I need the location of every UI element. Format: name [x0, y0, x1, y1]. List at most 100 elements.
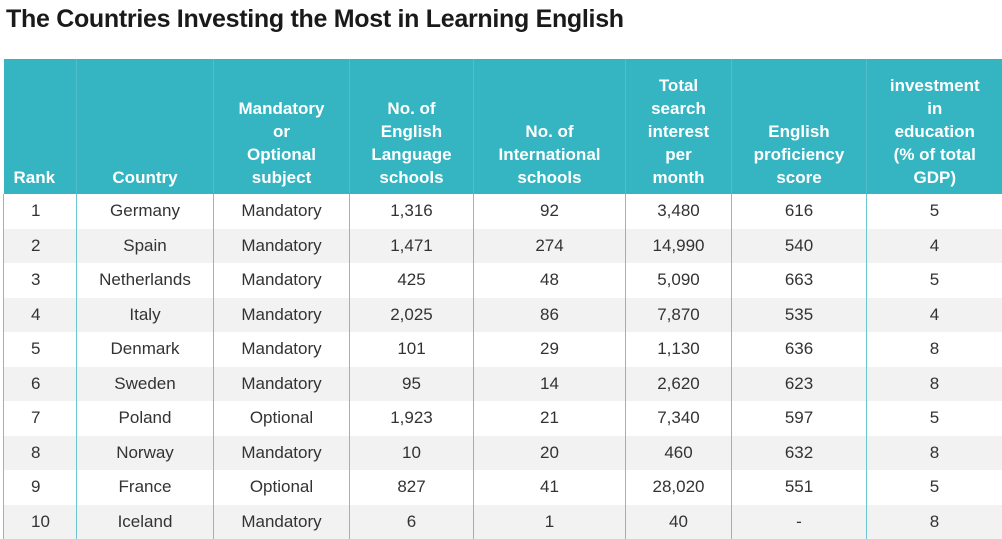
cell-search-interest: 1,130	[625, 332, 732, 367]
header-mandatory-optional-line: Mandatory	[238, 99, 325, 118]
cell-search-interest: 40	[625, 504, 732, 539]
cell-search-interest: 28,020	[625, 470, 732, 505]
cell-international-schools: 92	[473, 194, 626, 229]
cell-proficiency-score: 663	[731, 263, 867, 298]
cell-country: France	[76, 470, 214, 505]
cell-proficiency-score: 551	[731, 470, 867, 505]
header-investment-line: education	[894, 122, 975, 141]
header-proficiency-score-line: English	[768, 122, 830, 141]
cell-investment: 4	[866, 297, 1002, 332]
cell-investment: 5	[866, 194, 1002, 229]
header-english-schools: No. of English Language schools	[349, 59, 474, 194]
cell-rank: 10	[3, 504, 77, 539]
cell-subject-status: Mandatory	[213, 366, 350, 401]
header-english-schools-line: No. of	[387, 99, 436, 118]
table-row: 5 Denmark Mandatory 101 29 1,130 636 8	[3, 332, 1002, 367]
header-international-schools: No. of International schools	[473, 59, 626, 194]
header-mandatory-optional-line: or	[273, 122, 290, 141]
cell-rank: 2	[3, 228, 77, 263]
cell-english-schools: 1,471	[349, 228, 474, 263]
header-english-schools-line: Language	[371, 145, 452, 164]
cell-investment: 8	[866, 435, 1002, 470]
table-row: 2 Spain Mandatory 1,471 274 14,990 540 4	[3, 228, 1002, 263]
header-proficiency-score-line: proficiency	[753, 145, 845, 164]
header-country-line: Country	[112, 168, 178, 187]
cell-english-schools: 95	[349, 366, 474, 401]
header-search-interest: Total search interest per month	[625, 59, 732, 194]
cell-international-schools: 86	[473, 297, 626, 332]
header-international-schools-line: No. of	[525, 122, 574, 141]
cell-international-schools: 1	[473, 504, 626, 539]
header-english-schools-line: English	[380, 122, 443, 141]
cell-country: Sweden	[76, 366, 214, 401]
header-rank: Rank	[3, 59, 77, 194]
header-investment-line: (% of total	[893, 145, 976, 164]
table-row: 6 Sweden Mandatory 95 14 2,620 623 8	[3, 366, 1002, 401]
header-search-interest-line: interest	[647, 122, 710, 141]
cell-international-schools: 41	[473, 470, 626, 505]
header-proficiency-score-line: score	[776, 168, 822, 187]
cell-proficiency-score: 623	[731, 366, 867, 401]
cell-english-schools: 1,923	[349, 401, 474, 436]
cell-rank: 3	[3, 263, 77, 298]
cell-proficiency-score: 616	[731, 194, 867, 229]
cell-rank: 4	[3, 297, 77, 332]
cell-country: Poland	[76, 401, 214, 436]
cell-english-schools: 425	[349, 263, 474, 298]
table-row: 7 Poland Optional 1,923 21 7,340 597 5	[3, 401, 1002, 436]
cell-proficiency-score: 632	[731, 435, 867, 470]
cell-proficiency-score: 597	[731, 401, 867, 436]
table-row: 9 France Optional 827 41 28,020 551 5	[3, 470, 1002, 505]
cell-english-schools: 1,316	[349, 194, 474, 229]
table-body: 1 Germany Mandatory 1,316 92 3,480 616 5 2 Spain M…	[3, 194, 1002, 539]
cell-rank: 7	[3, 401, 77, 436]
cell-investment: 8	[866, 332, 1002, 367]
cell-country: Italy	[76, 297, 214, 332]
cell-international-schools: 14	[473, 366, 626, 401]
cell-subject-status: Mandatory	[213, 504, 350, 539]
cell-subject-status: Mandatory	[213, 228, 350, 263]
table-row: 8 Norway Mandatory 10 20 460 632 8	[3, 435, 1002, 470]
header-search-interest-line: month	[652, 168, 705, 187]
cell-rank: 9	[3, 470, 77, 505]
cell-proficiency-score: -	[731, 504, 867, 539]
cell-country: Germany	[76, 194, 214, 229]
cell-investment: 8	[866, 366, 1002, 401]
cell-subject-status: Mandatory	[213, 263, 350, 298]
header-country: Country	[76, 59, 214, 194]
header-mandatory-optional: Mandatory or Optional subject	[213, 59, 350, 194]
cell-search-interest: 14,990	[625, 228, 732, 263]
cell-subject-status: Mandatory	[213, 332, 350, 367]
table-row: 3 Netherlands Mandatory 425 48 5,090 663 5	[3, 263, 1002, 298]
cell-rank: 5	[3, 332, 77, 367]
header-proficiency-score: English proficiency score	[731, 59, 867, 194]
cell-investment: 4	[866, 228, 1002, 263]
header-investment: investment in education (% of total GDP)	[866, 59, 1002, 194]
table-row: 1 Germany Mandatory 1,316 92 3,480 616 5	[3, 194, 1002, 229]
cell-country: Netherlands	[76, 263, 214, 298]
cell-international-schools: 29	[473, 332, 626, 367]
cell-search-interest: 3,480	[625, 194, 732, 229]
header-row: Rank Country Mandatory or Optional subject No.…	[3, 59, 1002, 194]
header-search-interest-line: Total	[658, 76, 699, 95]
cell-english-schools: 827	[349, 470, 474, 505]
cell-proficiency-score: 535	[731, 297, 867, 332]
cell-proficiency-score: 636	[731, 332, 867, 367]
header-search-interest-line: search	[651, 99, 706, 118]
table-row: 4 Italy Mandatory 2,025 86 7,870 535 4	[3, 297, 1002, 332]
cell-english-schools: 2,025	[349, 297, 474, 332]
cell-country: Iceland	[76, 504, 214, 539]
cell-search-interest: 5,090	[625, 263, 732, 298]
cell-rank: 6	[3, 366, 77, 401]
cell-subject-status: Mandatory	[213, 194, 350, 229]
header-investment-line: in	[927, 99, 943, 118]
cell-international-schools: 48	[473, 263, 626, 298]
chart-title: The Countries Investing the Most in Lear…	[6, 5, 624, 33]
cell-search-interest: 460	[625, 435, 732, 470]
cell-country: Denmark	[76, 332, 214, 367]
cell-international-schools: 21	[473, 401, 626, 436]
header-international-schools-line: International	[498, 145, 601, 164]
cell-rank: 8	[3, 435, 77, 470]
cell-english-schools: 6	[349, 504, 474, 539]
cell-subject-status: Optional	[213, 401, 350, 436]
